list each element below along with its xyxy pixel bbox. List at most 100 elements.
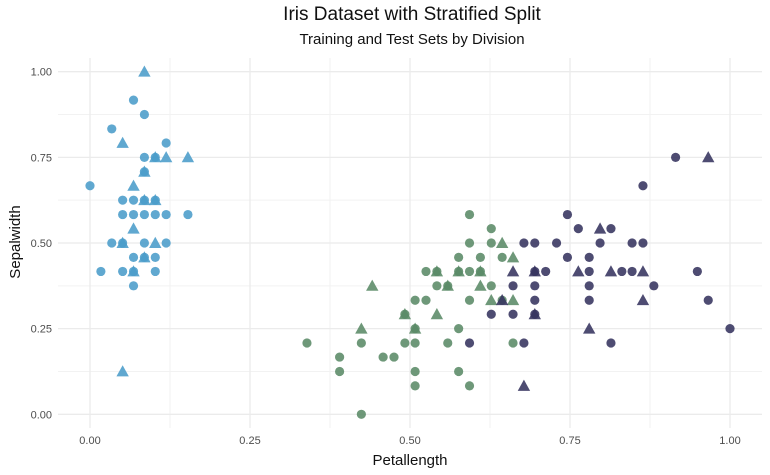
y-tick-label: 1.00 xyxy=(31,67,52,79)
test-point-triangle xyxy=(181,151,195,163)
training-point-circle xyxy=(638,238,648,248)
test-point-triangle xyxy=(430,308,444,320)
training-point-circle xyxy=(118,266,128,277)
test-point-triangle xyxy=(702,151,715,163)
training-point-circle xyxy=(335,366,345,377)
chart-subtitle: Training and Test Sets by Division xyxy=(299,31,525,48)
x-tick-label: 0.50 xyxy=(399,435,420,447)
training-point-circle xyxy=(703,295,713,305)
training-point-circle xyxy=(573,224,583,234)
test-point-triangle xyxy=(506,265,520,277)
x-tick-label: 0.00 xyxy=(79,435,100,447)
test-point-triangle xyxy=(452,265,465,277)
test-point-triangle xyxy=(583,322,596,334)
training-point-circle xyxy=(464,338,475,348)
training-point-circle xyxy=(584,252,594,262)
training-point-circle xyxy=(139,238,149,248)
training-point-circle xyxy=(627,266,637,277)
training-point-circle xyxy=(671,152,681,162)
test-point-triangle xyxy=(474,265,487,277)
test-point-triangle xyxy=(138,165,151,177)
training-point-circle xyxy=(475,252,485,262)
grid-lines xyxy=(58,58,762,428)
test-point-triangle xyxy=(159,151,173,163)
training-point-circle xyxy=(464,238,475,248)
training-point-circle xyxy=(421,266,431,277)
test-point-triangle xyxy=(636,294,650,306)
training-point-circle xyxy=(410,366,420,377)
test-point-triangle xyxy=(528,265,541,277)
training-point-circle xyxy=(356,409,366,419)
training-point-circle xyxy=(432,281,442,291)
training-point-circle xyxy=(400,338,410,348)
training-point-circle xyxy=(454,366,464,377)
training-point-circle xyxy=(150,266,160,277)
training-point-circle xyxy=(464,295,475,305)
training-point-circle xyxy=(486,309,496,319)
training-point-circle xyxy=(530,238,540,248)
test-point-triangle xyxy=(495,294,509,306)
test-point-triangle xyxy=(593,222,607,234)
training-point-circle xyxy=(410,338,420,348)
test-point-triangle xyxy=(127,265,140,277)
test-point-triangle xyxy=(138,65,151,77)
test-point-triangle xyxy=(398,308,412,320)
training-point-circle xyxy=(139,209,149,220)
training-point-circle xyxy=(410,295,420,305)
training-point-circle xyxy=(161,209,171,220)
training-point-circle xyxy=(464,209,475,220)
test-point-triangle xyxy=(572,265,585,277)
test-point-triangle xyxy=(604,265,618,277)
test-point-triangle xyxy=(517,379,531,391)
training-point-circle xyxy=(421,295,431,305)
test-point-triangle xyxy=(430,265,444,277)
training-point-circle xyxy=(454,252,464,262)
test-point-triangle xyxy=(355,322,368,334)
x-axis-ticks: 0.00 0.25 0.50 0.75 1.00 xyxy=(79,435,740,447)
training-point-circle xyxy=(584,281,594,291)
test-point-triangle xyxy=(149,193,162,206)
training-point-circle xyxy=(486,281,496,291)
training-point-circle xyxy=(606,338,616,348)
training-point-circle xyxy=(410,381,420,391)
training-point-circle xyxy=(107,238,117,248)
y-tick-label: 0.50 xyxy=(31,238,52,250)
x-tick-label: 0.25 xyxy=(239,435,260,447)
training-point-circle xyxy=(551,238,562,248)
training-point-circle xyxy=(692,266,702,277)
data-points xyxy=(85,65,735,419)
training-point-circle xyxy=(497,252,507,262)
training-point-circle xyxy=(464,266,475,277)
test-point-triangle xyxy=(116,365,129,377)
training-point-circle xyxy=(584,295,594,305)
test-point-triangle xyxy=(138,193,151,206)
training-point-circle xyxy=(508,281,518,291)
training-point-circle xyxy=(443,338,453,348)
training-point-circle xyxy=(107,124,117,134)
chart-title: Iris Dataset with Stratified Split xyxy=(283,4,541,25)
training-point-circle xyxy=(649,281,659,291)
test-point-triangle xyxy=(441,279,454,291)
test-point-triangle xyxy=(506,294,520,306)
training-point-circle xyxy=(128,95,139,105)
test-point-triangle xyxy=(495,236,509,248)
training-point-circle xyxy=(356,338,366,348)
training-point-circle xyxy=(335,352,345,362)
training-point-circle xyxy=(541,266,551,277)
y-tick-label: 0.00 xyxy=(31,409,52,421)
training-point-circle xyxy=(128,209,139,220)
test-point-triangle xyxy=(528,308,541,320)
test-point-triangle xyxy=(116,236,129,248)
test-point-triangle xyxy=(127,179,140,191)
training-point-circle xyxy=(725,324,735,334)
training-point-circle xyxy=(161,238,171,248)
test-point-triangle xyxy=(636,265,650,277)
x-tick-label: 0.75 xyxy=(559,435,580,447)
test-point-triangle xyxy=(127,222,140,234)
test-point-triangle xyxy=(506,251,520,263)
x-tick-label: 1.00 xyxy=(719,435,740,447)
y-tick-label: 0.75 xyxy=(31,152,52,164)
training-point-circle xyxy=(508,309,518,319)
training-point-circle xyxy=(85,181,95,191)
test-point-triangle xyxy=(116,136,129,148)
